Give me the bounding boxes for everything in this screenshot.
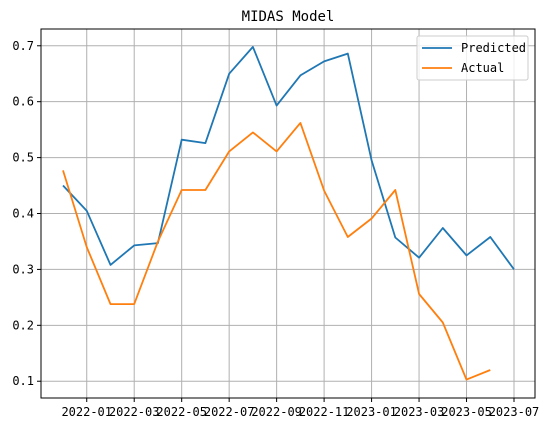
- x-tick-label: 2022-11: [299, 405, 350, 419]
- x-tick-label: 2022-03: [109, 405, 160, 419]
- x-tick-label: 2023-05: [441, 405, 492, 419]
- y-tick-label: 0.3: [12, 262, 34, 276]
- y-tick-label: 0.2: [12, 318, 34, 332]
- x-tick-label: 2022-09: [251, 405, 302, 419]
- x-tick-label: 2022-05: [156, 405, 207, 419]
- chart-title: MIDAS Model: [242, 9, 335, 25]
- x-tick-label: 2023-01: [346, 405, 397, 419]
- y-tick-label: 0.7: [12, 39, 34, 53]
- series-layer: [62, 46, 515, 381]
- x-tick-label: 2023-03: [394, 405, 445, 419]
- y-tick-label: 0.4: [12, 207, 34, 221]
- x-tick-label: 2022-07: [204, 405, 255, 419]
- legend-label-actual: Actual: [461, 61, 504, 75]
- axes: 0.10.20.30.40.50.60.72022-012022-032022-…: [12, 39, 539, 419]
- y-tick-label: 0.1: [12, 374, 34, 388]
- grid: [41, 29, 535, 398]
- y-tick-label: 0.5: [12, 151, 34, 165]
- legend: Predicted Actual: [416, 35, 529, 81]
- x-tick-label: 2023-07: [489, 405, 540, 419]
- series-line-actual: [62, 122, 491, 381]
- series-line-predicted: [62, 46, 515, 270]
- y-tick-label: 0.6: [12, 95, 34, 109]
- x-tick-label: 2022-01: [61, 405, 112, 419]
- legend-label-predicted: Predicted: [461, 41, 526, 55]
- legend-box: [416, 35, 529, 81]
